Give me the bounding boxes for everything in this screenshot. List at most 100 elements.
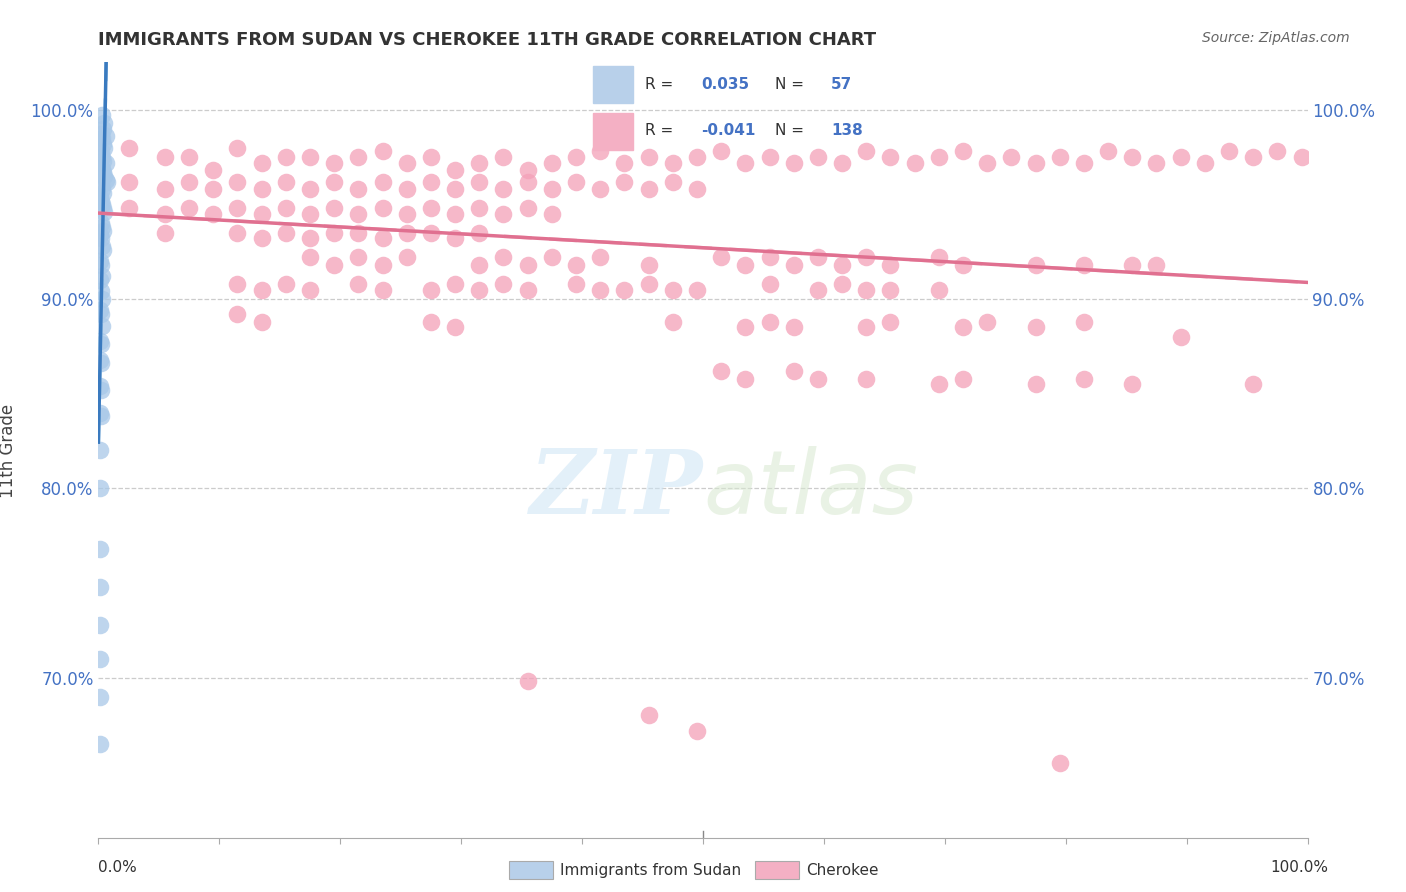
Point <box>758 315 780 329</box>
Point <box>540 251 562 265</box>
Point <box>89 352 111 367</box>
Point <box>492 277 515 291</box>
Text: ZIP: ZIP <box>530 446 703 533</box>
Point <box>758 251 780 265</box>
Point <box>153 207 176 221</box>
Point <box>91 121 114 136</box>
Point <box>589 251 612 265</box>
Point <box>734 258 756 272</box>
Point <box>90 307 112 321</box>
Point <box>94 173 117 187</box>
Point <box>661 283 683 297</box>
Point <box>89 273 111 287</box>
Point <box>1097 145 1119 159</box>
Point <box>371 145 394 159</box>
Point <box>299 251 322 265</box>
Text: N =: N = <box>775 77 808 92</box>
Point <box>1000 150 1022 164</box>
Point <box>1121 150 1143 164</box>
Point <box>371 231 394 245</box>
Point <box>540 207 562 221</box>
Point <box>371 175 394 189</box>
Point <box>323 175 346 189</box>
Point <box>1267 145 1289 159</box>
Point <box>91 269 114 284</box>
Point <box>1049 756 1071 770</box>
Point <box>879 150 901 164</box>
Point <box>91 243 114 257</box>
Point <box>758 150 780 164</box>
Point <box>96 175 118 189</box>
Point <box>565 258 588 272</box>
Point <box>89 334 111 348</box>
Point <box>686 182 709 196</box>
Point <box>202 163 225 178</box>
Point <box>371 283 394 297</box>
Point <box>91 136 114 151</box>
Point <box>589 182 612 196</box>
Point <box>118 140 141 154</box>
Point <box>347 182 370 196</box>
Point <box>637 258 659 272</box>
Point <box>274 175 297 189</box>
Point <box>202 207 225 221</box>
Point <box>89 254 111 268</box>
Point <box>637 150 659 164</box>
Point <box>444 182 467 196</box>
Point <box>347 207 370 221</box>
Point <box>420 201 443 215</box>
Point <box>371 258 394 272</box>
Point <box>89 541 111 556</box>
Point <box>1073 371 1095 385</box>
Point <box>226 307 249 321</box>
Point <box>952 258 974 272</box>
Point <box>395 207 418 221</box>
Point <box>179 175 201 189</box>
Point <box>1146 155 1168 169</box>
Text: 100.0%: 100.0% <box>1271 860 1329 874</box>
Point <box>1170 150 1192 164</box>
Point <box>91 153 114 168</box>
Point <box>468 283 491 297</box>
Point <box>468 175 491 189</box>
Point <box>91 318 114 333</box>
Point <box>250 315 273 329</box>
Point <box>91 224 114 238</box>
Point <box>444 163 467 178</box>
Point <box>444 231 467 245</box>
Point <box>831 155 853 169</box>
Point <box>855 283 877 297</box>
Point <box>153 226 176 240</box>
Text: R =: R = <box>645 123 679 137</box>
Point <box>91 239 114 253</box>
Point <box>613 155 636 169</box>
Point <box>444 277 467 291</box>
Point <box>347 226 370 240</box>
Point <box>420 226 443 240</box>
Point <box>928 251 950 265</box>
Point <box>93 116 115 130</box>
Point <box>153 182 176 196</box>
Point <box>589 283 612 297</box>
Point <box>516 283 538 297</box>
Point <box>91 150 114 164</box>
Point <box>90 337 112 351</box>
Point <box>782 155 804 169</box>
Y-axis label: 11th Grade: 11th Grade <box>0 403 17 498</box>
Point <box>323 201 346 215</box>
Point <box>855 251 877 265</box>
Point <box>1073 315 1095 329</box>
Text: IMMIGRANTS FROM SUDAN VS CHEROKEE 11TH GRADE CORRELATION CHART: IMMIGRANTS FROM SUDAN VS CHEROKEE 11TH G… <box>98 31 876 49</box>
Bar <box>593 66 633 103</box>
Point <box>94 155 117 169</box>
Point <box>90 356 112 370</box>
Text: -0.041: -0.041 <box>702 123 755 137</box>
Point <box>89 406 111 420</box>
Point <box>91 197 114 211</box>
Point <box>395 251 418 265</box>
Point <box>952 145 974 159</box>
Point <box>226 201 249 215</box>
Point <box>347 277 370 291</box>
Point <box>274 277 297 291</box>
Point <box>807 283 830 297</box>
